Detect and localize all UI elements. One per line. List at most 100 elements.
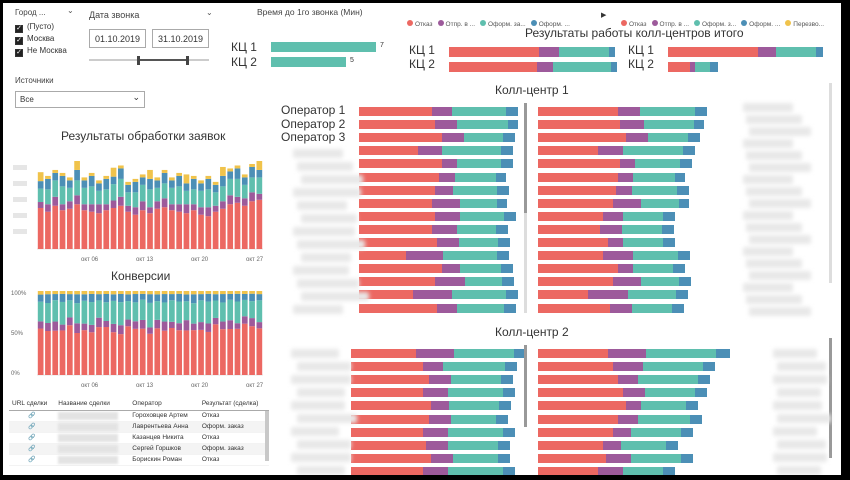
cc1-operator-bar-right[interactable] — [538, 159, 692, 169]
conversion-bar[interactable] — [212, 317, 219, 325]
processing-bar[interactable] — [81, 210, 88, 249]
conversion-bar[interactable] — [132, 321, 139, 329]
processing-bar[interactable] — [37, 202, 44, 208]
processing-bar[interactable] — [205, 207, 212, 217]
cc2-operator-bar-right[interactable] — [538, 375, 710, 385]
legend-item[interactable]: Отпр. в ... — [437, 20, 475, 28]
cc1-operator-bar-right[interactable] — [538, 146, 695, 156]
cc1-operator-bar-right[interactable] — [538, 185, 689, 195]
legend-item[interactable]: Отказ — [621, 20, 647, 28]
city-option[interactable]: ✓ Москва — [15, 34, 67, 46]
conversion-bar[interactable] — [117, 293, 124, 303]
processing-bar[interactable] — [96, 180, 102, 184]
processing-bar[interactable] — [234, 196, 241, 203]
conversion-bar[interactable] — [169, 291, 175, 295]
processing-bar[interactable] — [241, 177, 248, 185]
table-row[interactable]: 🔗 Лаврентьева Анна Оформ. заказ — [9, 421, 269, 433]
conversion-bar[interactable] — [74, 291, 80, 295]
processing-bar[interactable] — [205, 189, 212, 208]
conversion-bar[interactable] — [88, 332, 95, 375]
totals-bar-right[interactable] — [668, 47, 823, 57]
conversion-bar[interactable] — [103, 294, 110, 303]
processing-bar[interactable] — [154, 187, 161, 202]
cc1-operator-bar-left[interactable] — [359, 277, 514, 287]
conversion-bar[interactable] — [37, 294, 44, 302]
cc1-operator-bar-left[interactable] — [359, 172, 506, 182]
processing-bar[interactable] — [52, 196, 59, 206]
conversion-bar[interactable] — [110, 332, 117, 375]
cc1-operator-bar-right[interactable] — [538, 277, 691, 287]
processing-bar[interactable] — [227, 195, 234, 205]
cc1-operator-bar-right[interactable] — [538, 172, 685, 182]
conversion-bar[interactable] — [220, 302, 226, 322]
cc2-operator-bar-right[interactable] — [538, 453, 693, 463]
processing-bar[interactable] — [81, 187, 88, 205]
processing-bar[interactable] — [249, 163, 255, 167]
column-header-name[interactable]: Название сделки — [55, 397, 130, 411]
processing-bar[interactable] — [190, 210, 197, 249]
conversion-bar[interactable] — [147, 302, 153, 328]
processing-bar[interactable] — [52, 180, 59, 197]
column-header-url[interactable]: URL сделки — [9, 397, 56, 411]
conversion-bar[interactable] — [176, 323, 183, 331]
cc2-operator-bar-right[interactable] — [538, 362, 715, 372]
totals-bar-left[interactable] — [449, 62, 617, 72]
processing-bar[interactable] — [241, 184, 248, 199]
cc2-operator-bar-left[interactable] — [351, 349, 526, 358]
processing-bar[interactable] — [183, 174, 190, 184]
processing-bar[interactable] — [220, 166, 226, 176]
cc2-operator-bar-right[interactable] — [538, 388, 707, 398]
column-header-result[interactable]: Результат (сделка) — [198, 397, 269, 411]
conversion-bar[interactable] — [205, 291, 212, 294]
processing-bar[interactable] — [45, 211, 51, 249]
conversion-bar[interactable] — [198, 300, 204, 323]
processing-bar[interactable] — [205, 175, 212, 179]
processing-bar[interactable] — [59, 175, 66, 187]
cc2-operator-bar-left[interactable] — [351, 453, 510, 463]
conversion-bar[interactable] — [147, 333, 153, 375]
link-icon[interactable]: 🔗 — [9, 432, 56, 444]
processing-bar[interactable] — [176, 211, 183, 249]
legend-item[interactable]: Отпр. в ... — [651, 20, 689, 28]
conversion-bar[interactable] — [220, 294, 226, 303]
conversion-bar[interactable] — [81, 300, 88, 324]
conversion-bar[interactable] — [176, 291, 183, 294]
conversion-bar[interactable] — [117, 334, 124, 375]
first-call-bar[interactable] — [271, 57, 346, 67]
conversion-bar[interactable] — [227, 320, 234, 329]
processing-bar[interactable] — [183, 213, 190, 249]
processing-bar[interactable] — [125, 181, 131, 185]
processing-bar[interactable] — [103, 210, 110, 249]
cc2-operator-bar-left[interactable] — [351, 401, 511, 411]
conversion-bar[interactable] — [249, 293, 255, 302]
processing-bar[interactable] — [45, 189, 51, 205]
link-icon[interactable]: 🔗 — [9, 443, 56, 455]
conversion-bar[interactable] — [256, 322, 263, 329]
cc2-scrollbar-left[interactable] — [524, 345, 527, 427]
conversion-bar[interactable] — [176, 301, 183, 324]
processing-bar[interactable] — [81, 204, 88, 211]
processing-bar[interactable] — [212, 181, 219, 185]
conversion-bar[interactable] — [154, 301, 161, 320]
cc2-operator-bar-right[interactable] — [538, 466, 675, 475]
processing-bar[interactable] — [66, 180, 73, 188]
date-from-input[interactable]: 01.10.2019 — [89, 29, 146, 48]
conversion-bar[interactable] — [110, 323, 117, 333]
conversion-bar[interactable] — [198, 291, 204, 295]
conversion-bar[interactable] — [125, 291, 131, 295]
processing-bar[interactable] — [234, 202, 241, 249]
cc2-operator-bar-left[interactable] — [351, 375, 513, 385]
conversion-bar[interactable] — [249, 301, 255, 319]
conversion-bar[interactable] — [66, 294, 73, 301]
processing-bar[interactable] — [183, 190, 190, 205]
processing-bar[interactable] — [132, 207, 139, 215]
conversion-bar[interactable] — [52, 291, 59, 295]
legend-item[interactable]: Перезво... — [785, 20, 824, 28]
processing-bar[interactable] — [117, 165, 124, 169]
conversion-bar[interactable] — [256, 291, 263, 295]
processing-bar[interactable] — [52, 172, 59, 181]
cc2-operator-bar-left[interactable] — [351, 388, 515, 398]
conversion-bar[interactable] — [59, 293, 66, 302]
chevron-down-icon[interactable]: ⌄ — [206, 8, 213, 17]
processing-bar[interactable] — [117, 178, 124, 197]
